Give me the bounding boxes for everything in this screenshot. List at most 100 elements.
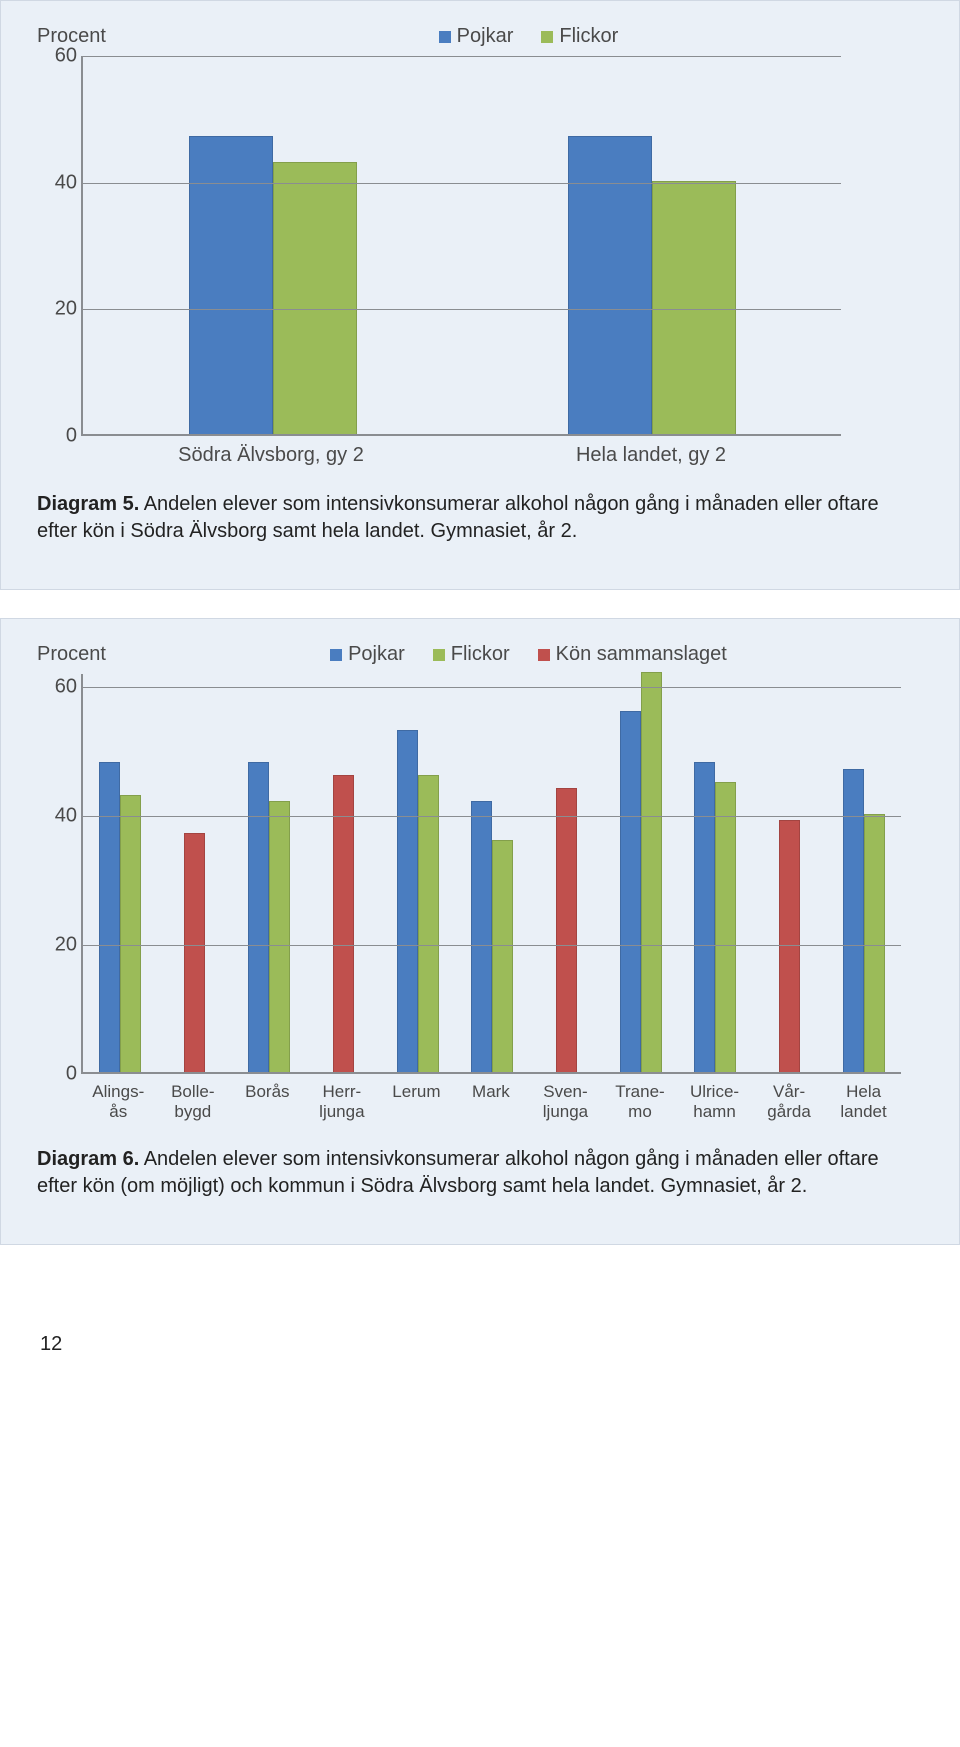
gridline <box>83 56 841 57</box>
bar-group <box>827 769 901 1072</box>
chart1-area: 0204060 Södra Älvsborg, gy 2Hela landet,… <box>37 56 923 467</box>
bar-group <box>529 788 603 1072</box>
legend-swatch <box>330 649 342 661</box>
bar-group <box>380 730 454 1072</box>
bar <box>715 782 736 1072</box>
ytick-label: 20 <box>37 298 77 321</box>
bar <box>864 814 885 1072</box>
legend-entry: Pojkar <box>330 643 405 666</box>
ytick-label: 60 <box>37 675 77 698</box>
chart1-panel: Procent PojkarFlickor 0204060 Södra Älvs… <box>0 0 960 590</box>
legend-entry: Flickor <box>433 643 510 666</box>
bar <box>652 181 736 434</box>
chart2-caption-rest: Andelen elever som intensivkonsumerar al… <box>37 1148 879 1197</box>
bar-group <box>462 136 841 434</box>
chart1-header: Procent PojkarFlickor <box>37 25 923 48</box>
chart1-caption-strong: Diagram 5. <box>37 493 139 515</box>
xtick-label: Södra Älvsborg, gy 2 <box>81 436 461 467</box>
chart2-caption-strong: Diagram 6. <box>37 1148 139 1170</box>
bar-group <box>306 775 380 1072</box>
gridline <box>83 183 841 184</box>
chart2-header: Procent Pojkar Flickor Kön sammanslaget <box>37 643 923 666</box>
chart1-groups <box>83 56 841 434</box>
chart1-caption-rest: Andelen elever som intensivkonsumerar al… <box>37 493 879 542</box>
ytick-label: 40 <box>37 804 77 827</box>
xtick-label: Mark <box>454 1074 529 1122</box>
chart2-panel: Procent Pojkar Flickor Kön sammanslaget 0 2… <box>0 618 960 1245</box>
chart2-caption: Diagram 6. Andelen elever som intensivko… <box>37 1146 923 1200</box>
legend-swatch <box>541 31 553 43</box>
bar <box>556 788 577 1072</box>
chart1-caption: Diagram 5. Andelen elever som intensivko… <box>37 491 923 545</box>
bar <box>779 820 800 1072</box>
chart1-legend: Pojkar Flickor <box>134 25 923 48</box>
legend-label: Pojkar <box>457 25 514 48</box>
ytick-label: 0 <box>37 425 77 448</box>
bar <box>620 711 641 1072</box>
chart1-xlabels: Södra Älvsborg, gy 2Hela landet, gy 2 <box>81 436 841 467</box>
xtick-label: Hela landet, gy 2 <box>461 436 841 467</box>
xtick-label: Trane- mo <box>603 1074 678 1122</box>
bar <box>269 801 290 1072</box>
bar-group <box>83 136 462 434</box>
ytick-label: 40 <box>37 171 77 194</box>
xtick-label: Borås <box>230 1074 305 1122</box>
legend-label: Kön sammanslaget <box>556 643 727 666</box>
bar <box>333 775 354 1072</box>
page-number: 12 <box>0 1273 960 1396</box>
legend-label: Flickor <box>559 25 618 48</box>
legend-swatch <box>538 649 550 661</box>
bar <box>273 162 357 434</box>
bar <box>397 730 418 1072</box>
bar <box>184 833 205 1072</box>
chart2-legend: Pojkar Flickor Kön sammanslaget <box>134 643 923 666</box>
xtick-label: Ulrice- hamn <box>677 1074 752 1122</box>
legend-entry: Pojkar <box>439 25 514 48</box>
bar-group <box>678 762 752 1072</box>
xtick-label: Sven- ljunga <box>528 1074 603 1122</box>
bar <box>471 801 492 1072</box>
ytick-label: 20 <box>37 933 77 956</box>
bar <box>99 762 120 1072</box>
bar <box>843 769 864 1072</box>
bar <box>492 840 513 1072</box>
bar-group <box>455 801 529 1072</box>
bar-group <box>752 820 826 1072</box>
bar <box>694 762 715 1072</box>
legend-swatch <box>439 31 451 43</box>
chart1-yticks: 0204060 <box>37 56 81 436</box>
xtick-label: Vår- gårda <box>752 1074 827 1122</box>
ytick-label: 0 <box>37 1063 77 1086</box>
xtick-label: Herr- ljunga <box>305 1074 380 1122</box>
legend-entry: Flickor <box>541 25 618 48</box>
bar-group <box>604 672 678 1072</box>
bar-group <box>232 762 306 1072</box>
xtick-label: Alings- ås <box>81 1074 156 1122</box>
legend-label: Pojkar <box>348 643 405 666</box>
chart2-groups <box>83 674 901 1072</box>
gridline <box>83 816 901 817</box>
bar <box>418 775 439 1072</box>
xtick-label: Hela landet <box>826 1074 901 1122</box>
legend-swatch <box>433 649 445 661</box>
legend-entry: Kön sammanslaget <box>538 643 727 666</box>
chart2-area: 0 20 40 60 Alings- åsBolle- bygdBoråsHerr- … <box>37 674 923 1122</box>
xtick-label: Lerum <box>379 1074 454 1122</box>
xtick-label: Bolle- bygd <box>156 1074 231 1122</box>
bar <box>189 136 273 434</box>
bar <box>568 136 652 434</box>
legend-label: Flickor <box>451 643 510 666</box>
bar <box>120 795 141 1072</box>
bar-group <box>157 833 231 1072</box>
chart1-plot <box>81 56 841 436</box>
chart2-yticks: 0204060 <box>37 674 81 1074</box>
chart2-plot <box>81 674 901 1074</box>
gridline <box>83 945 901 946</box>
gridline <box>83 309 841 310</box>
ytick-label: 60 <box>37 45 77 68</box>
chart2-y-axis-title: Procent <box>37 643 106 666</box>
chart2-xlabels: Alings- åsBolle- bygdBoråsHerr- ljungaLe… <box>81 1074 901 1122</box>
gridline <box>83 687 901 688</box>
bar <box>641 672 662 1072</box>
bar-group <box>83 762 157 1072</box>
